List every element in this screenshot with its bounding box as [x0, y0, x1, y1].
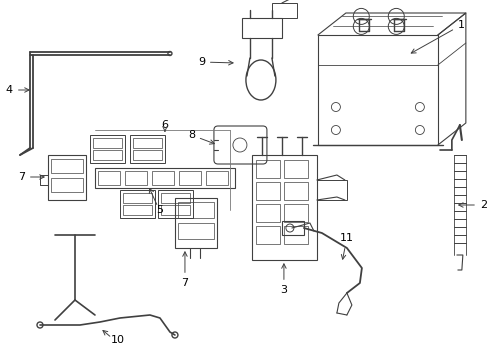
Bar [122, 205, 152, 215]
Bar [284, 204, 307, 222]
Text: 7: 7 [181, 252, 188, 288]
Bar [242, 18, 282, 38]
Bar [178, 223, 213, 239]
Bar [51, 178, 83, 192]
Text: 6: 6 [161, 120, 168, 130]
Bar [133, 150, 162, 160]
Bar [255, 226, 279, 244]
Bar [125, 171, 147, 185]
Text: 7: 7 [18, 172, 44, 182]
Bar [255, 204, 279, 222]
Bar [95, 168, 234, 188]
Bar [93, 138, 122, 148]
Text: 8: 8 [187, 130, 214, 144]
Bar [98, 171, 120, 185]
Bar [93, 150, 122, 160]
Bar [175, 198, 217, 248]
Bar [255, 160, 279, 178]
Bar [316, 180, 346, 200]
Text: 3: 3 [280, 264, 287, 295]
Bar [90, 135, 125, 163]
Bar [284, 226, 307, 244]
Bar [255, 182, 279, 200]
Bar [178, 202, 213, 218]
Bar [120, 190, 155, 218]
Text: 4: 4 [6, 85, 29, 95]
Bar [284, 182, 307, 200]
Bar [122, 193, 152, 203]
Bar [282, 221, 303, 235]
Bar [271, 3, 296, 18]
Text: 11: 11 [339, 233, 353, 259]
Text: 9: 9 [198, 57, 233, 67]
Text: 2: 2 [458, 200, 486, 210]
Bar [205, 171, 227, 185]
Bar [284, 160, 307, 178]
Bar [51, 159, 83, 173]
Text: 5: 5 [156, 205, 163, 215]
Bar [179, 171, 201, 185]
Bar [152, 171, 174, 185]
Bar [158, 190, 193, 218]
Bar [130, 135, 164, 163]
Text: 1: 1 [410, 20, 464, 53]
Bar [161, 205, 189, 215]
Bar [161, 193, 189, 203]
Bar [48, 155, 86, 200]
Text: 10: 10 [111, 335, 125, 345]
Bar [133, 138, 162, 148]
Bar [251, 155, 316, 260]
